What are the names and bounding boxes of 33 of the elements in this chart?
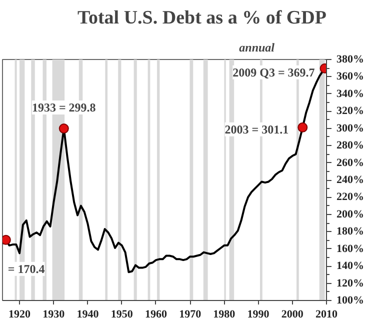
y-tick-label: 300% [336, 122, 364, 134]
point [2, 234, 11, 245]
y-tick-label: 140% [336, 260, 364, 272]
y-tick-label: 160% [336, 242, 364, 255]
y-tick-label: 260% [336, 156, 364, 169]
x-tick-label: 1960 [144, 308, 168, 320]
x-tick-label: 1980 [213, 308, 236, 320]
annotation: 1933 = 299.8 [32, 100, 96, 115]
y-tick-label: 320% [336, 105, 364, 118]
x-tick-label: 1940 [76, 308, 100, 320]
annotation: 2003 = 301.1 [224, 122, 289, 136]
y-tick-label: 180% [336, 226, 364, 238]
x-tick-label: 2010 [316, 308, 338, 320]
y-tick-label: 360% [336, 70, 364, 83]
annotation: 2009 Q3 = 369.7 [232, 65, 315, 80]
y-tick-label: 220% [336, 191, 364, 204]
y-tick-label: 340% [336, 88, 364, 100]
x-tick-label: 1950 [110, 308, 134, 320]
y-tick-label: 240% [336, 174, 364, 186]
y-tick-label: 200% [336, 208, 364, 220]
y-tick-label: 120% [336, 277, 364, 290]
y-tick-label: 280% [336, 140, 364, 152]
point [58, 124, 69, 134]
x-tick-label: 1920 [8, 308, 32, 320]
chart-title: Total U.S. Debt as a % of GDP [78, 8, 327, 28]
x-tick-label: 1930 [42, 308, 66, 320]
x-tick-label: 1970 [179, 308, 202, 320]
y-tick-label: 380% [336, 54, 364, 66]
chart-subtitle: annual [239, 40, 276, 54]
x-tick-label: 2000 [281, 308, 304, 320]
x-tick-label: 1990 [247, 308, 270, 320]
y-tick-label: 100% [336, 294, 364, 306]
annotation: = 170.4 [8, 262, 45, 276]
